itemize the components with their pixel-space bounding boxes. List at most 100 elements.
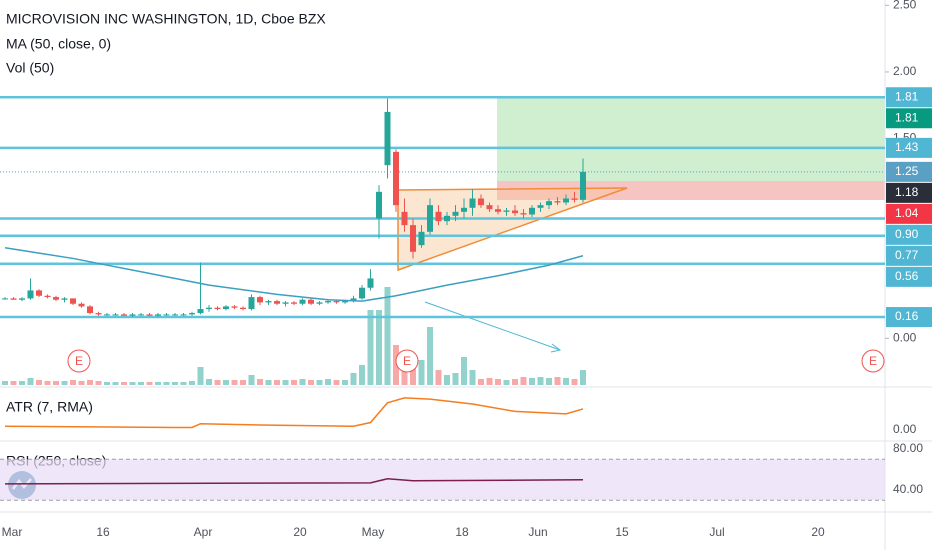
volume-bar	[121, 382, 127, 385]
volume-bar	[53, 381, 59, 385]
volume-bar	[265, 380, 272, 385]
candle-body	[333, 301, 340, 303]
volume-bar	[112, 382, 119, 385]
volume-bar	[452, 373, 459, 385]
volume-bar	[478, 379, 484, 385]
volume-bar	[554, 377, 561, 385]
volume-bar	[163, 382, 170, 385]
volume-bar	[231, 380, 238, 385]
volume-bar	[70, 380, 76, 385]
candle-body	[104, 314, 110, 316]
volume-bar	[342, 380, 348, 385]
volume-bar	[223, 380, 229, 385]
x-tick-label: 20	[293, 525, 307, 539]
candle-body	[163, 314, 170, 316]
x-tick-label: May	[362, 525, 385, 539]
candle-body	[223, 306, 229, 310]
y-tick-label: 40.00	[893, 482, 923, 496]
candle-body	[36, 290, 42, 296]
volume-bar	[503, 380, 510, 385]
candle-body	[257, 297, 263, 303]
volume-bar	[282, 380, 289, 385]
chart-title: MICROVISION INC WASHINGTON, 1D, Cboe BZX	[6, 11, 326, 27]
volume-bar	[19, 381, 25, 385]
y-tick-label: 80.00	[893, 441, 923, 455]
volume-bar	[206, 379, 212, 385]
candle-body	[401, 211, 408, 226]
candle-body	[571, 198, 578, 200]
candle-body	[435, 211, 442, 222]
price-tag	[886, 203, 932, 224]
candle-body	[461, 207, 467, 212]
volume-bar	[146, 382, 153, 385]
candle-body	[138, 314, 144, 316]
price-tag-label: 0.90	[895, 227, 919, 241]
candle-body	[248, 297, 255, 310]
candle-body	[10, 298, 17, 300]
price-tag	[886, 108, 932, 129]
volume-bar	[2, 381, 8, 385]
candle-body	[27, 290, 34, 299]
candle-body	[512, 210, 518, 214]
volume-bar	[248, 375, 255, 385]
price-tag-label: 1.18	[895, 185, 919, 199]
candle-body	[214, 307, 221, 310]
volume-bar	[469, 370, 476, 385]
volume-bar	[563, 378, 569, 385]
x-tick-label: Apr	[194, 525, 213, 539]
volume-bar	[529, 378, 535, 385]
volume-bar	[461, 357, 467, 385]
volume-bar	[333, 380, 340, 385]
profit-zone	[497, 97, 885, 181]
candle-body	[282, 302, 289, 304]
volume-bar	[418, 360, 425, 385]
volume-bar	[495, 379, 501, 385]
price-tag	[886, 266, 932, 287]
candle-body	[537, 205, 544, 208]
price-tag-label: 1.81	[895, 110, 919, 124]
earnings-label: E	[869, 354, 877, 368]
candle-body	[274, 301, 280, 304]
candle-body	[342, 301, 348, 303]
candle-body	[384, 111, 391, 166]
earnings-marker	[861, 349, 885, 373]
volume-bar	[486, 378, 493, 385]
candle-body	[291, 302, 297, 304]
price-tag	[886, 161, 932, 182]
x-tick-label: Jul	[709, 525, 724, 539]
candle-body	[240, 307, 246, 310]
candle-body	[503, 210, 510, 212]
x-tick-label: 20	[811, 525, 825, 539]
candle-body	[376, 191, 382, 219]
candle-body	[308, 299, 314, 304]
volume-bar	[308, 380, 314, 385]
candle-body	[367, 278, 374, 288]
candle-body	[486, 205, 493, 210]
earnings-label: E	[403, 354, 411, 368]
volume-bar	[197, 367, 204, 385]
volume-bar	[87, 380, 93, 385]
candle-body	[172, 314, 178, 316]
candle-body	[61, 298, 68, 300]
x-tick-label: Jun	[528, 525, 547, 539]
volume-bar	[410, 365, 416, 385]
candle-body	[393, 151, 399, 206]
candle-body	[299, 299, 306, 304]
volume-bar	[384, 287, 391, 385]
volume-bar	[299, 379, 306, 385]
candle-body	[350, 298, 357, 302]
volume-bar	[546, 378, 552, 385]
candle-body	[155, 314, 161, 316]
price-tag-label: 1.81	[895, 89, 919, 103]
candle-body	[231, 306, 238, 308]
candle-body	[410, 225, 416, 252]
volume-bar	[129, 382, 136, 385]
price-tag	[886, 87, 932, 108]
ma-legend: MA (50, close, 0)	[6, 36, 111, 52]
volume-bar	[571, 379, 578, 385]
candle-body	[580, 171, 586, 200]
candle-body	[325, 301, 331, 303]
volume-bar	[520, 377, 527, 385]
atr-line	[4, 397, 584, 429]
